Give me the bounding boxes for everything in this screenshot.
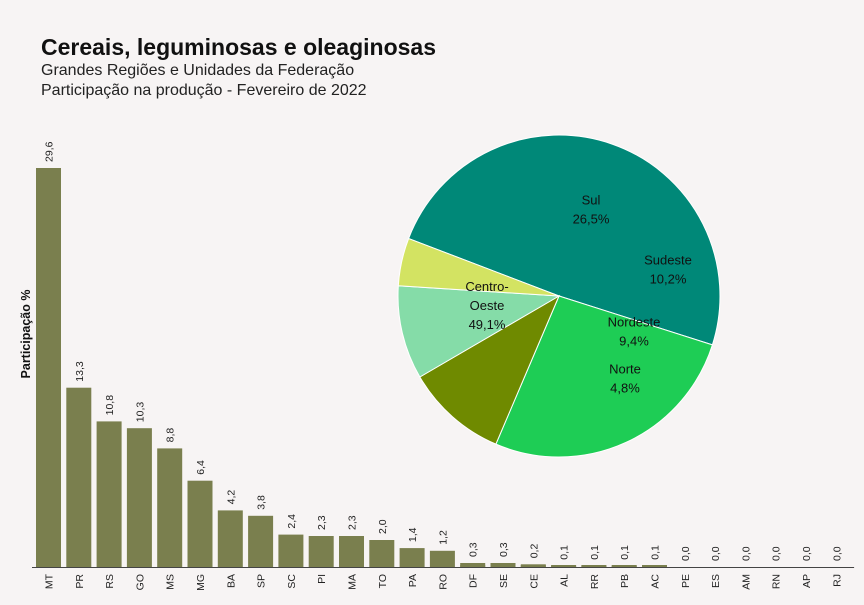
bar-pi <box>308 536 334 567</box>
bar-value-label-ro: 1,2 <box>437 530 449 545</box>
bar-value-label-ba: 4,2 <box>225 490 237 505</box>
x-tick-label-rs: RS <box>104 574 116 589</box>
bar-value-label-pb: 0,1 <box>619 545 631 560</box>
bar-value-label-al: 0,1 <box>559 545 571 560</box>
bar-value-label-ac: 0,1 <box>650 545 662 560</box>
bar-sc <box>278 534 304 567</box>
bar-value-label-pr: 13,3 <box>74 361 86 382</box>
pie-slice-norte <box>397 237 560 297</box>
bar-value-label-ap: 0,0 <box>801 546 813 561</box>
pie-label-sul: Sul <box>582 193 601 208</box>
bar-ma <box>339 536 364 567</box>
x-tick-label-ma: MA <box>347 574 359 590</box>
bar-pr <box>66 387 92 567</box>
bar-value-label-se: 0,3 <box>498 542 510 557</box>
bar-value-label-rn: 0,0 <box>771 546 783 561</box>
x-tick-label-pi: PI <box>316 574 328 584</box>
pie-label-sudeste: Sudeste <box>644 253 692 268</box>
x-tick-label-ms: MS <box>165 574 177 590</box>
x-tick-label-pe: PE <box>680 574 692 588</box>
bar-sp <box>248 515 274 567</box>
bar-mt <box>36 168 61 567</box>
pie-slice-nordeste <box>397 285 561 378</box>
x-tick-label-mg: MG <box>195 574 207 591</box>
bar-value-label-pa: 1,4 <box>407 527 419 542</box>
bar-value-label-ce: 0,2 <box>528 544 540 559</box>
bar-value-label-to: 2,0 <box>377 519 389 534</box>
bar-value-label-mt: 29,6 <box>44 141 56 162</box>
bar-ba <box>217 510 243 567</box>
x-tick-label-sc: SC <box>286 574 298 589</box>
bar-mg <box>187 480 213 567</box>
bar-to <box>369 540 395 567</box>
x-tick-label-rn: RN <box>771 574 783 589</box>
pie-value-label-norte: 4,8% <box>610 381 640 396</box>
x-tick-label-ap: AP <box>801 574 813 588</box>
pie-slice-centrooeste <box>407 134 721 346</box>
x-tick-label-go: GO <box>134 574 146 590</box>
bar-value-label-df: 0,3 <box>468 542 480 557</box>
pie-slice-sul <box>495 295 714 458</box>
bar-value-label-am: 0,0 <box>740 546 752 561</box>
x-tick-label-ba: BA <box>225 574 237 588</box>
x-tick-label-ro: RO <box>437 574 449 590</box>
pie-value-label-sul: 26,5% <box>573 212 610 227</box>
pie-value-label-sudeste: 10,2% <box>650 272 687 287</box>
pie-label-centrooeste: Centro- <box>465 279 508 294</box>
bar-value-label-ma: 2,3 <box>347 515 359 530</box>
bar-value-label-rr: 0,1 <box>589 545 601 560</box>
x-tick-label-ac: AC <box>650 574 662 589</box>
bar-value-label-es: 0,0 <box>710 546 722 561</box>
bar-value-label-pi: 2,3 <box>316 515 328 530</box>
pie-value-label-nordeste: 9,4% <box>619 334 649 349</box>
x-tick-label-ce: CE <box>528 574 540 589</box>
x-tick-label-am: AM <box>740 574 752 590</box>
x-tick-label-pb: PB <box>619 574 631 588</box>
x-tick-label-sp: SP <box>256 574 268 588</box>
bar-value-label-ms: 8,8 <box>165 428 177 443</box>
pie-label-nordeste: Nordeste <box>608 315 661 330</box>
x-tick-label-rj: RJ <box>831 574 843 587</box>
x-tick-label-to: TO <box>377 574 389 588</box>
bar-value-label-mg: 6,4 <box>195 460 207 475</box>
chart-subtitle-regions: Grandes Regiões e Unidades da Federação <box>41 62 355 79</box>
bar-chart: Participação % 29,6 MT 13,3 PR 10,8 RS 10,3 GO 8,… <box>19 141 855 591</box>
bar-value-label-sc: 2,4 <box>286 514 298 529</box>
x-tick-label-pa: PA <box>407 574 419 587</box>
pie-value-label-centrooeste: 49,1% <box>469 317 506 332</box>
chart-title: Cereais, leguminosas e oleaginosas <box>41 34 436 60</box>
x-tick-label-pr: PR <box>74 574 86 589</box>
x-tick-label-df: DF <box>468 574 480 588</box>
bar-value-label-sp: 3,8 <box>256 495 268 510</box>
x-tick-label-se: SE <box>498 574 510 588</box>
bar-ro <box>429 550 455 567</box>
bar-value-label-rj: 0,0 <box>831 546 843 561</box>
pie-slice-sudeste <box>419 294 561 445</box>
bar-pa <box>399 548 425 567</box>
bar-value-label-go: 10,3 <box>134 402 146 423</box>
y-axis-label: Participação % <box>19 290 33 379</box>
pie-chart: Centro- Oeste 49,1% Sul 26,5% Sudeste 10,2% Nor… <box>397 134 721 458</box>
bar-value-label-pe: 0,0 <box>680 546 692 561</box>
x-tick-label-rr: RR <box>589 574 601 590</box>
x-tick-label-al: AL <box>559 574 571 587</box>
chart-subtitle-period: Participação na produção - Fevereiro de … <box>41 82 367 99</box>
bar-ms <box>157 448 183 567</box>
bar-rs <box>96 421 122 567</box>
bar-go <box>126 428 152 567</box>
pie-label-norte: Norte <box>609 362 641 377</box>
x-tick-label-mt: MT <box>44 573 56 589</box>
x-tick-label-es: ES <box>710 574 722 588</box>
bar-value-label-rs: 10,8 <box>104 395 116 416</box>
pie-label-centrooeste: Oeste <box>470 298 505 313</box>
